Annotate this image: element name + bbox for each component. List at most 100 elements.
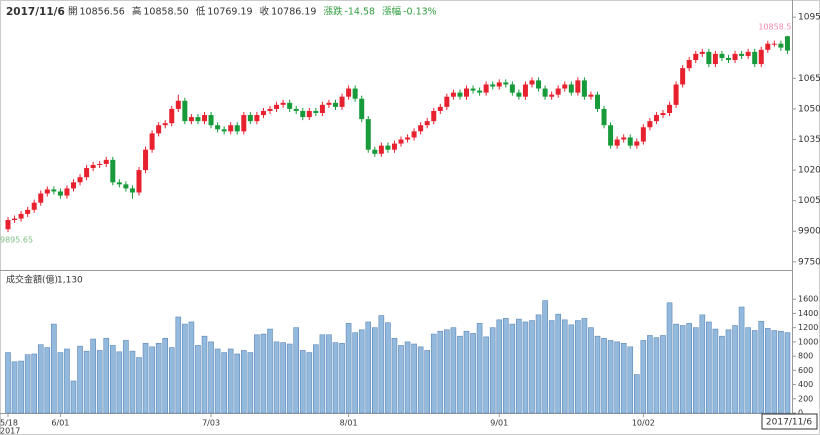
candle-body: [339, 96, 345, 107]
candle-body: [608, 125, 614, 146]
volume-bar: [620, 343, 627, 414]
volume-bar: [142, 343, 149, 414]
volume-bar: [155, 343, 162, 414]
volume-bar: [358, 329, 365, 414]
header-value: -0.13%: [403, 7, 437, 18]
volume-bar: [51, 323, 57, 414]
candle-body: [84, 168, 90, 178]
y-tick-label: 0: [798, 409, 803, 418]
candle-body: [175, 100, 181, 109]
volume-bar: [149, 346, 155, 414]
candle-body: [509, 84, 515, 93]
candle-body: [228, 125, 234, 132]
volume-bar: [175, 316, 182, 414]
volume-bar: [24, 354, 31, 414]
y-tick-label: 9750: [798, 257, 820, 267]
candle-body: [706, 51, 712, 65]
candle-body: [758, 49, 764, 65]
candle-body: [477, 90, 483, 93]
volume-bar: [319, 334, 326, 414]
volume-bar: [430, 333, 437, 414]
volume-bar: [378, 315, 385, 414]
candle-body: [522, 84, 528, 97]
volume-bar: [345, 323, 352, 414]
volume-bar: [306, 352, 313, 414]
volume-bar: [535, 314, 542, 414]
header-label: 漲跌: [323, 6, 343, 18]
candle-body: [378, 145, 384, 154]
volume-bar: [123, 340, 129, 414]
candle-body: [31, 202, 37, 210]
candle-body: [293, 108, 299, 111]
volume-bar: [751, 330, 758, 414]
volume-bar: [706, 321, 712, 414]
candle-body: [313, 110, 319, 113]
candle-body: [359, 98, 365, 120]
volume-bar: [293, 327, 300, 414]
candle-body: [57, 191, 63, 196]
x-tick-label: 8/01: [340, 419, 358, 428]
y-tick-label: 600: [798, 366, 813, 375]
header-label: 漲幅: [382, 6, 402, 18]
y-tick-label: 9900: [798, 227, 820, 237]
volume-bar: [11, 361, 18, 414]
volume-bar: [195, 345, 201, 414]
candle-body: [778, 43, 784, 48]
candle-body: [752, 51, 758, 65]
candle-body: [38, 193, 44, 203]
header-value: 10769.19: [207, 7, 252, 18]
volume-bar: [745, 327, 751, 414]
header-value: 10856.56: [80, 7, 125, 18]
candle-body: [739, 53, 745, 56]
candle-body: [411, 131, 417, 138]
candle-body: [5, 220, 11, 230]
volume-bar: [404, 341, 411, 414]
candle-body: [71, 182, 76, 189]
volume-bar: [398, 345, 404, 414]
volume-bar: [594, 335, 601, 414]
candle-body: [667, 104, 673, 113]
candle-body: [77, 177, 83, 183]
candle-body: [634, 141, 640, 146]
candle-body: [169, 108, 175, 124]
volume-bar: [77, 345, 83, 414]
candle-body: [221, 129, 227, 132]
candle-body: [260, 110, 266, 116]
volume-bar: [437, 330, 444, 414]
candle-body: [503, 82, 509, 85]
volume-bar: [411, 343, 417, 414]
volume-bar: [653, 337, 660, 414]
volume-bar: [260, 333, 267, 414]
volume-bar: [555, 313, 562, 414]
volume-bar: [509, 323, 516, 414]
candle-body: [621, 137, 627, 140]
candle-body: [719, 53, 725, 58]
candle-body: [457, 92, 463, 97]
candle-body: [699, 51, 705, 54]
candle-body: [202, 115, 207, 122]
volume-bar: [489, 327, 496, 414]
volume-bar: [70, 380, 77, 414]
candle-body: [444, 96, 450, 107]
candle-body: [385, 145, 391, 150]
candle-body: [693, 53, 699, 60]
candle-body: [110, 159, 116, 183]
volume-bar: [725, 329, 732, 414]
volume-bar: [286, 343, 293, 414]
candle-body: [660, 113, 666, 116]
candle-body: [431, 110, 437, 122]
candle-body: [653, 115, 659, 122]
candle-body: [673, 84, 679, 105]
candle-body: [496, 82, 502, 87]
volume-bar: [241, 350, 247, 414]
volume-bar: [299, 350, 306, 414]
volume-bar: [326, 334, 332, 414]
volume-bar: [201, 335, 208, 414]
candle-body: [274, 104, 280, 109]
candle-body: [568, 84, 574, 93]
y-tick-label: 1400: [798, 309, 818, 318]
candle-body: [287, 102, 293, 109]
volume-bar: [5, 352, 11, 414]
volume-bar: [424, 350, 431, 414]
